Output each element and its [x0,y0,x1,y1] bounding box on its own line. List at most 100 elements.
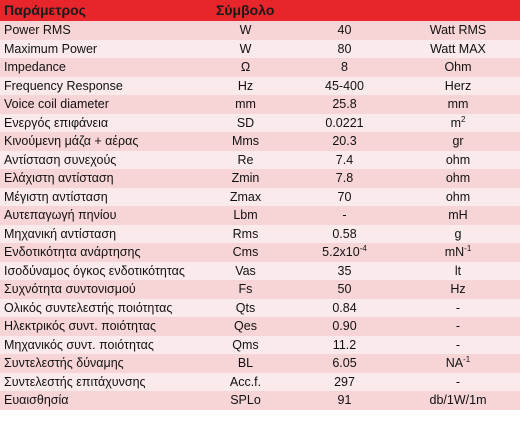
parameter-symbol-text: Lbm [233,208,258,222]
parameter-symbol: SPLo [198,391,293,410]
table-row: Συντελεστής επιτάχυνσης Acc.f. 297 - [0,372,520,391]
parameter-symbol: Acc.f. [198,372,293,391]
parameter-symbol-text: W [239,23,252,37]
parameter-value: 0.58 [293,224,396,243]
parameter-name-text: Μηχανικός συντ. ποιότητας [4,337,154,352]
parameter-unit-text: mN [444,245,465,259]
parameter-value: 80 [293,39,396,58]
parameter-symbol-text: Qts [235,300,256,315]
parameter-symbol-text: Qms [232,337,259,352]
parameter-symbol: Zmin [198,169,293,188]
parameter-symbol-text: Fs [238,282,253,296]
parameter-value-text: 0.84 [332,300,357,315]
parameter-value-text: 25.8 [332,97,357,111]
parameter-name-text: Μέγιστη αντίσταση [4,189,108,204]
parameter-symbol: Zmax [198,187,293,206]
parameter-name-text: Maximum Power [4,41,98,56]
parameter-symbol-text: W [239,41,252,56]
parameter-value: 70 [293,187,396,206]
parameter-value-text: 80 [337,41,352,56]
table-row: Voice coil diameter mm 25.8 mm [0,95,520,114]
parameter-name-text: Συχνότητα συντονισμού [4,282,136,296]
parameter-value-text: 5.2x10 [322,245,360,259]
parameter-unit-text: db/1W/1m [429,393,487,407]
parameter-name-text: Αυτεπαγωγή πηνίου [4,208,117,222]
parameter-unit-text: Ohm [444,60,472,74]
parameter-name: Συντελεστής δύναμης [0,354,198,373]
parameter-unit-superscript: -1 [463,355,471,364]
parameter-unit-text: - [455,300,461,315]
parameter-value: 0.90 [293,317,396,336]
parameter-name: Μηχανικός συντ. ποιότητας [0,335,198,354]
table-row: Ισοδύναμος όγκος ενδοτικότητας Vas 35 lt [0,261,520,280]
parameter-name: Ευαισθησία [0,391,198,410]
parameter-value-text: 6.05 [332,356,357,370]
parameter-unit: - [396,372,520,391]
parameter-unit-text: Watt MAX [430,41,486,56]
parameter-value: - [293,206,396,225]
parameter-unit-text: m [450,115,461,130]
parameter-name-text: Ενδοτικότητα ανάρτησης [4,245,141,259]
parameter-symbol: SD [198,113,293,132]
parameter-value: 0.0221 [293,113,396,132]
parameter-unit-text: ohm [445,189,471,204]
parameter-name-text: Impedance [4,60,66,74]
parameter-name: Κινούμενη μάζα + αέρας [0,132,198,151]
parameter-name-text: Ελάχιστη αντίσταση [4,171,114,185]
parameter-unit: mm [396,95,520,114]
parameter-unit-text: mH [448,208,468,222]
parameter-unit-text: Hz [450,282,466,296]
table-row: Μηχανικός συντ. ποιότητας Qms 11.2 - [0,335,520,354]
header-parameter: Παράμετρος [0,0,198,21]
table-row: Power RMS W 40 Watt RMS [0,21,520,40]
parameter-name: Ενεργός επιφάνεια [0,113,198,132]
table-body: Power RMS W 40 Watt RMS Maximum Power W 80 Watt… [0,21,520,410]
parameter-name-text: Κινούμενη μάζα + αέρας [4,134,139,148]
table-row: Αντίσταση συνεχούς Re 7.4 ohm [0,150,520,169]
parameter-symbol-text: Hz [237,78,254,93]
table-row: Συχνότητα συντονισμού Fs 50 Hz [0,280,520,299]
parameter-unit-text: - [455,374,461,389]
parameter-name: Ελάχιστη αντίσταση [0,169,198,188]
parameter-name-text: Αντίσταση συνεχούς [4,152,117,167]
parameter-name: Impedance [0,58,198,77]
parameter-name: Συχνότητα συντονισμού [0,280,198,299]
parameter-value: 50 [293,280,396,299]
parameter-value-text: 11.2 [332,337,357,352]
parameter-unit-text: Watt RMS [429,23,487,37]
parameter-name-text: Συντελεστής δύναμης [4,356,124,370]
parameter-value: 8 [293,58,396,77]
table-row: Ενδοτικότητα ανάρτησης Cms 5.2x10-4 mN-1 [0,243,520,262]
parameter-unit-text: - [455,319,461,333]
parameter-symbol: Qes [198,317,293,336]
parameter-unit: - [396,335,520,354]
parameter-value: 91 [293,391,396,410]
parameter-value-text: 40 [337,23,352,37]
parameter-symbol: Qms [198,335,293,354]
parameter-unit: Herz [396,76,520,95]
table-row: Κινούμενη μάζα + αέρας Mms 20.3 gr [0,132,520,151]
parameter-symbol-text: BL [237,356,254,370]
table-header-row: Παράμετρος Σύμβολο [0,0,520,21]
parameter-unit: NA-1 [396,354,520,373]
parameter-unit-text: mm [447,97,469,111]
parameter-symbol-text: SPLo [230,393,261,407]
parameter-symbol: W [198,39,293,58]
parameter-unit-superscript: -1 [464,244,472,253]
parameter-symbol-text: Re [237,152,254,167]
parameter-symbol: BL [198,354,293,373]
parameter-name: Voice coil diameter [0,95,198,114]
parameter-unit: mN-1 [396,243,520,262]
parameter-unit: ohm [396,150,520,169]
parameter-value-text: 0.58 [332,226,357,241]
parameter-symbol-text: mm [235,97,256,111]
parameter-value-text: 50 [337,282,352,296]
parameter-value-text: 91 [337,393,352,407]
parameter-name-text: Ηλεκτρικός συντ. ποιότητας [4,319,157,333]
parameter-unit-text: lt [454,263,462,278]
parameter-value: 7.8 [293,169,396,188]
parameter-symbol-text: Mms [231,134,260,148]
parameter-symbol: Lbm [198,206,293,225]
parameter-value: 0.84 [293,298,396,317]
parameter-symbol: Re [198,150,293,169]
